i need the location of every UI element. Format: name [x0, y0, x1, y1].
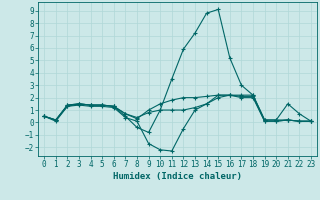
X-axis label: Humidex (Indice chaleur): Humidex (Indice chaleur) [113, 172, 242, 181]
